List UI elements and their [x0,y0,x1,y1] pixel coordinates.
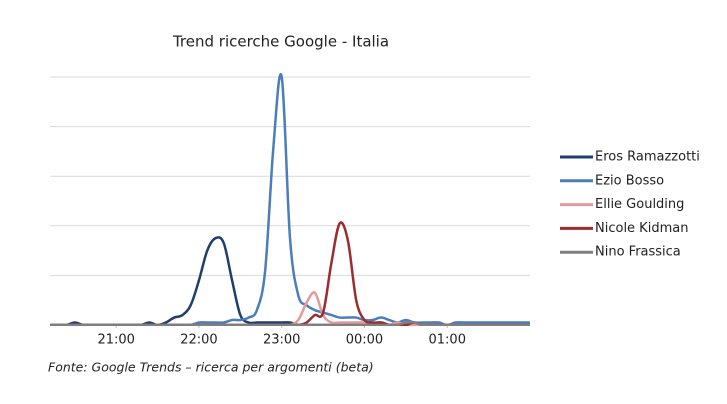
chart-title: Trend ricerche Google - Italia [172,33,389,51]
x-tick-label: 00:00 [346,333,383,348]
source-note: Fonte: Google Trends – ricerca per argom… [48,360,374,375]
legend-label: Nicole Kidman [595,221,688,236]
series-line [50,73,530,326]
legend-label: Eros Ramazzotti [595,150,700,165]
x-tick-label: 23:00 [263,333,300,348]
legend-label: Nino Frassica [595,245,681,260]
x-tick-label: 21:00 [97,333,134,348]
series-line [50,320,530,326]
legend-label: Ellie Goulding [595,197,684,212]
x-tick-label: 01:00 [429,333,466,348]
series-line [50,291,530,326]
x-tick-label: 22:00 [180,333,217,348]
legend-label: Ezio Bosso [595,173,664,188]
